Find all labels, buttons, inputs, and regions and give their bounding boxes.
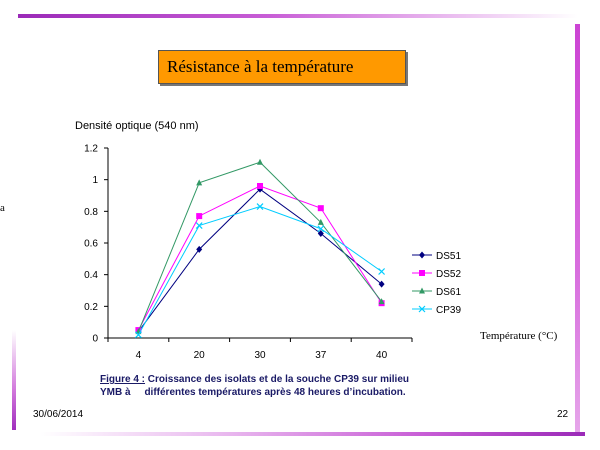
data-point-ds61 — [257, 158, 263, 165]
series-line-cp39 — [137, 206, 382, 336]
data-point-ds61 — [196, 179, 203, 186]
legend-label-cp39: CP39 — [436, 305, 461, 316]
y-tick-label: 0.2 — [84, 302, 98, 313]
y-tick-label: 1.2 — [84, 144, 98, 155]
data-point-ds61 — [317, 218, 324, 225]
decorative-bar-right — [575, 24, 580, 434]
decorative-bar-top — [18, 14, 578, 18]
x-tick-label: 4 — [136, 350, 142, 361]
data-point-cp39 — [256, 203, 264, 211]
legend-marker-ds51 — [419, 251, 425, 259]
figure-label: Figure 4 : — [100, 374, 146, 385]
data-point-cp39 — [195, 222, 203, 230]
data-point-ds61 — [378, 298, 385, 305]
legend-label-ds51: DS51 — [436, 251, 461, 262]
slide-date: 30/06/2014 — [33, 409, 84, 420]
series-line-ds51 — [137, 188, 382, 332]
data-point-ds52 — [257, 183, 263, 189]
decorative-bar-bottom — [40, 432, 585, 436]
x-tick-label: 40 — [376, 350, 388, 361]
data-point-ds51 — [317, 230, 324, 237]
decorative-bar-left — [12, 330, 16, 430]
data-point-cp39 — [317, 225, 325, 233]
y-tick-label: 0.6 — [84, 239, 98, 250]
page-number: 22 — [557, 409, 569, 420]
legend-label-ds61: DS61 — [436, 287, 461, 298]
y-tick-label: 0 — [92, 334, 98, 345]
data-point-ds52 — [196, 213, 203, 220]
data-point-ds51 — [378, 280, 385, 288]
y-axis-title: Densité optique (540 nm) — [75, 120, 199, 132]
legend-label-ds52: DS52 — [436, 269, 461, 280]
data-point-ds52 — [317, 205, 324, 212]
slide-title: Résistance à la température — [158, 50, 406, 84]
series-line-ds52 — [137, 185, 383, 331]
legend-marker-cp39 — [418, 305, 426, 313]
y-tick-label: 1 — [92, 175, 98, 186]
left-edge-glyph: a — [0, 202, 5, 214]
y-tick-label: 0.8 — [84, 207, 98, 218]
x-axis-title: Température (°C) — [480, 330, 558, 342]
data-point-cp39 — [134, 331, 142, 339]
x-tick-label: 30 — [254, 350, 266, 361]
figure-caption: Figure 4 : Croissance des isolats et de … — [100, 373, 480, 399]
data-point-ds51 — [196, 245, 203, 253]
data-point-cp39 — [378, 268, 386, 275]
x-tick-label: 37 — [315, 350, 327, 361]
legend-marker-ds61 — [419, 287, 425, 294]
caption-line-2: YMB à différentes températures après 48 … — [100, 387, 406, 398]
legend-marker-ds52 — [419, 270, 425, 276]
x-tick-label: 20 — [194, 350, 206, 361]
caption-line-1: Croissance des isolats et de la souche C… — [145, 374, 410, 385]
y-tick-label: 0.4 — [84, 270, 98, 281]
